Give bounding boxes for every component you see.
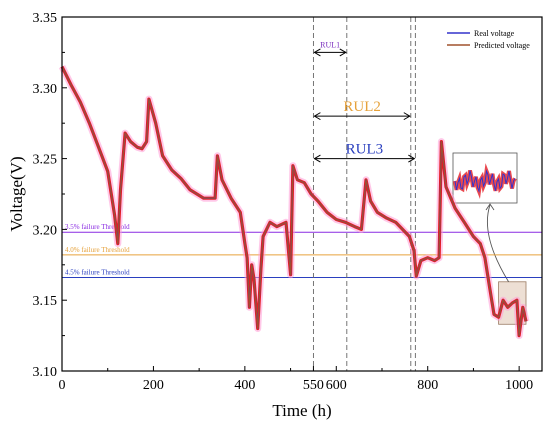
threshold-label: 3.5% failure Threshold xyxy=(65,223,130,231)
x-tick-label: 600 xyxy=(326,378,347,393)
y-tick-label: 3.10 xyxy=(33,365,58,380)
ticks: 0 200 400 600 800 1000 550 3.10 3.15 3.20 3.25 3.30… xyxy=(33,11,534,393)
x-tick-label-extra: 550 xyxy=(303,378,324,393)
rul-arrowhead-right xyxy=(339,48,347,57)
x-tick-label: 400 xyxy=(234,378,255,393)
zoom-inset xyxy=(452,152,527,325)
predicted-voltage-line xyxy=(61,66,527,337)
rul-arrowhead-left xyxy=(313,112,321,121)
x-tick-label: 800 xyxy=(417,378,438,393)
x-tick-label: 1000 xyxy=(505,378,533,393)
y-tick-label: 3.35 xyxy=(33,11,58,26)
y-tick-label: 3.30 xyxy=(33,82,58,97)
threshold-label: 4.0% failure Threshold xyxy=(65,246,130,254)
y-tick-label: 3.15 xyxy=(33,294,58,309)
inset-connector xyxy=(487,204,509,283)
x-tick-label: 200 xyxy=(143,378,164,393)
rul-label: RUL3 xyxy=(346,142,384,158)
rul-arrowhead-right xyxy=(408,154,416,163)
rul-label: RUL1 xyxy=(320,40,340,49)
legend: Real voltage Predicted voltage xyxy=(447,29,530,50)
y-axis-title: Voltage(V) xyxy=(7,156,26,231)
inset-arrowhead xyxy=(485,203,495,211)
series-group xyxy=(58,65,530,340)
legend-label: Predicted voltage xyxy=(474,41,530,50)
rul-arrowhead-left xyxy=(313,48,321,57)
rul-spans: RUL1 RUL2 RUL3 xyxy=(313,40,416,163)
y-tick-label: 3.25 xyxy=(33,153,58,168)
inset-real-line xyxy=(454,169,516,194)
threshold-lines: 3.5% failure Threshold 4.0% failure Thres… xyxy=(62,223,542,279)
threshold-label: 4.5% failure Threshold xyxy=(65,269,130,277)
rul-arrowhead-right xyxy=(403,112,411,121)
legend-label: Real voltage xyxy=(474,29,515,38)
x-axis-title: Time (h) xyxy=(272,401,331,420)
y-tick-label: 3.20 xyxy=(33,223,58,238)
rul-label: RUL2 xyxy=(343,99,381,115)
x-tick-label: 0 xyxy=(59,378,66,393)
rul-arrowhead-left xyxy=(313,154,321,163)
